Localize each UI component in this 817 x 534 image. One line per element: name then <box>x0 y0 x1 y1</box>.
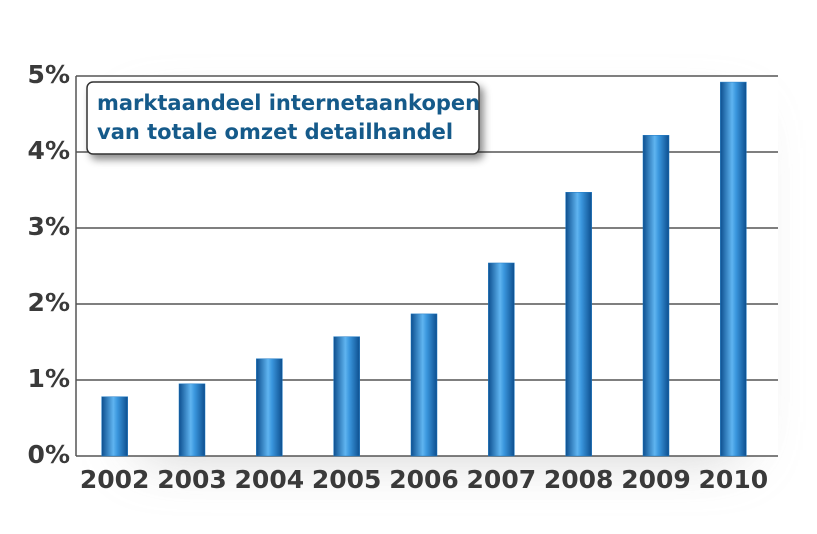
x-tick-label: 2002 <box>80 465 150 494</box>
x-tick-label: 2004 <box>235 465 305 494</box>
bar <box>178 383 206 457</box>
bar <box>101 396 128 457</box>
x-tick-label: 2003 <box>157 465 227 494</box>
chart-title: van totale omzet detailhandel <box>97 120 453 144</box>
y-tick-label: 4% <box>28 136 70 165</box>
bar <box>488 262 515 457</box>
title-box <box>86 81 480 155</box>
y-tick-label: 1% <box>28 364 70 393</box>
bar <box>410 313 438 457</box>
x-tick-label: 2010 <box>699 465 769 494</box>
bar <box>720 81 747 457</box>
x-tick-label: 2005 <box>312 465 382 494</box>
y-tick-label: 3% <box>28 212 70 241</box>
bar <box>642 135 670 457</box>
y-tick-label: 2% <box>28 288 70 317</box>
x-tick-label: 2008 <box>544 465 614 494</box>
chart-title: marktaandeel internetaankopen <box>97 91 480 115</box>
y-tick-label: 5% <box>28 60 70 89</box>
x-tick-label: 2009 <box>621 465 691 494</box>
bar <box>256 358 283 457</box>
y-tick-label: 0% <box>28 440 70 469</box>
x-tick-label: 2006 <box>389 465 459 494</box>
bar <box>333 336 360 457</box>
x-tick-label: 2007 <box>467 465 537 494</box>
bar <box>565 192 592 457</box>
